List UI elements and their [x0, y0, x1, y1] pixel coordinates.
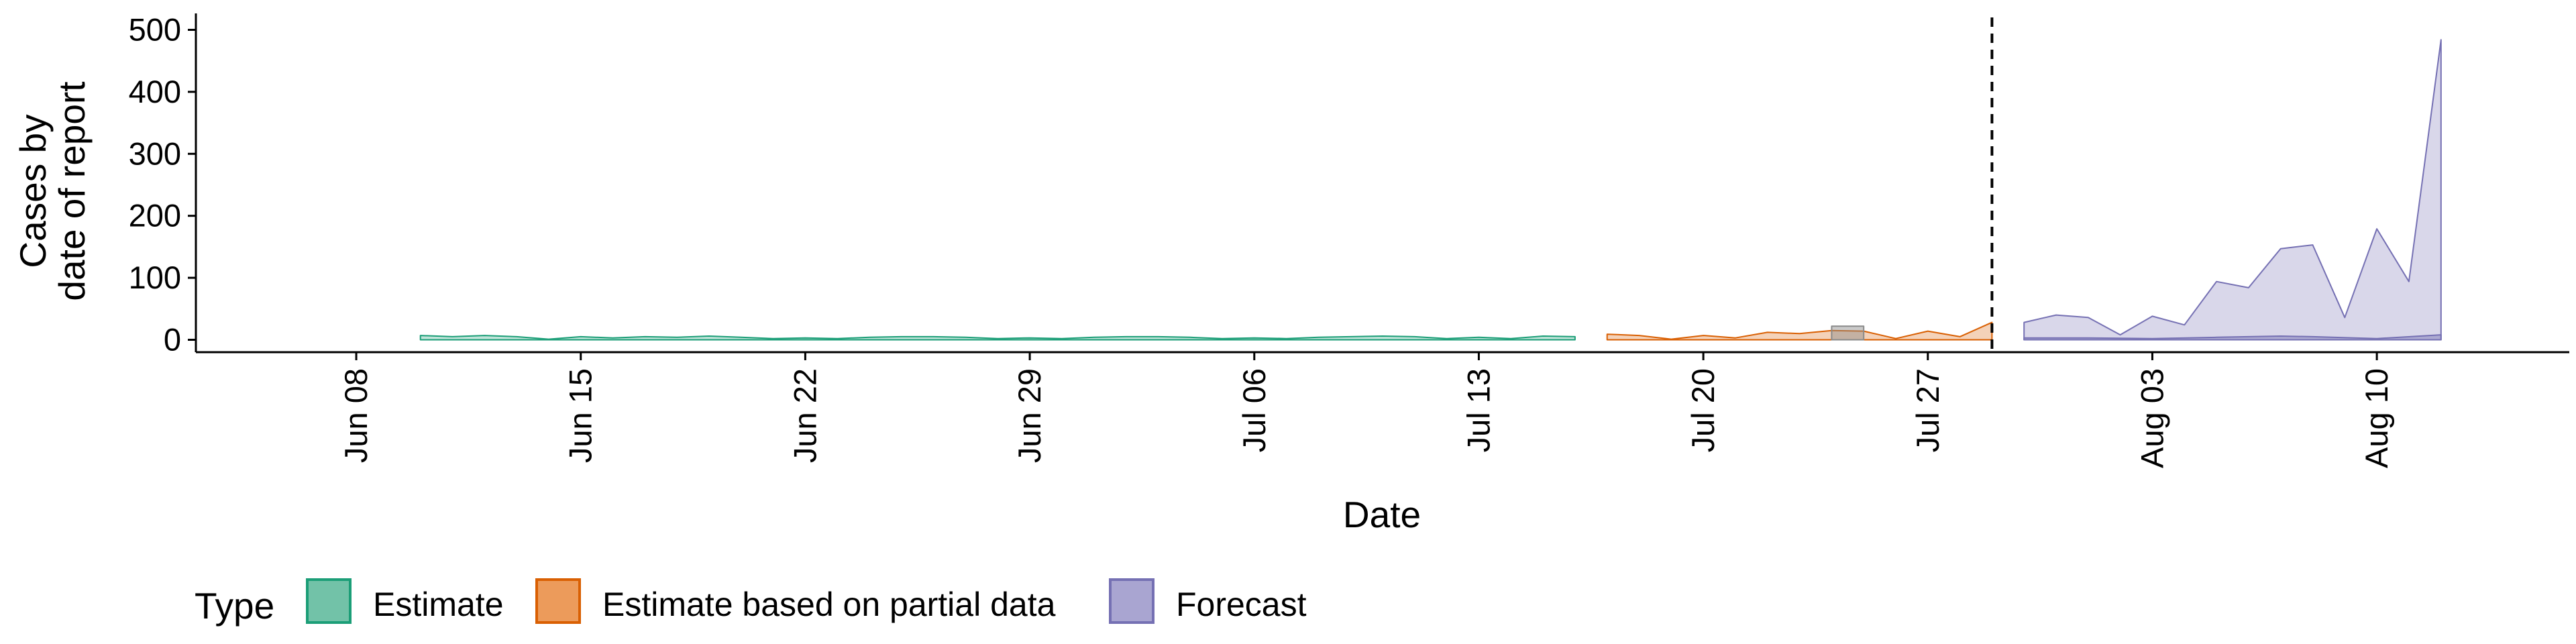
legend-swatch-estimate-based-on-partial-data [535, 578, 581, 624]
x-tick-label: Jun 29 [1012, 368, 1047, 463]
legend-swatch-estimate [306, 578, 352, 624]
y-tick-label: 300 [129, 136, 181, 171]
x-tick-label: Jun 15 [563, 368, 598, 463]
axes: 0 100 200 300 400 500 Jun 08 Jun 15 Jun 22 Jun 29… [129, 11, 2569, 468]
y-tick-label: 0 [164, 322, 181, 358]
ribbon-estimate [419, 335, 1576, 341]
x-tick-label: Aug 10 [2359, 368, 2394, 468]
x-tick-label: Jul 27 [1910, 368, 1945, 452]
legend-swatch-forecast [1109, 578, 1155, 624]
y-axis-title-line1: Cases by [12, 114, 54, 268]
legend-label-estimate-based-on-partial-data: Estimate based on partial data [602, 586, 1056, 623]
legend-label-estimate: Estimate [373, 586, 504, 623]
y-tick-label: 100 [129, 260, 181, 295]
inner-band-estimate-based-on-partial-data [1831, 325, 1865, 341]
x-axis-title: Date [1343, 494, 1421, 535]
legend-label-forecast: Forecast [1176, 586, 1307, 623]
legend-title: Type [195, 585, 274, 627]
y-tick-label: 400 [129, 74, 181, 109]
ribbon-estimate-based-on-partial-data [1606, 321, 1993, 341]
x-tick-label: Jul 06 [1236, 368, 1272, 452]
x-tick-label: Jun 22 [787, 368, 822, 463]
x-tick-label: Jun 08 [338, 368, 374, 463]
inner-band-forecast [2023, 334, 2442, 341]
legend: Type Estimate Estimate based on partial d… [195, 578, 1307, 627]
plot-area [419, 17, 2442, 352]
y-axis-title-line2: date of report [51, 81, 93, 301]
x-tick-label: Jul 20 [1685, 368, 1721, 452]
ribbon-forecast [2023, 39, 2442, 341]
x-tick-label: Jul 13 [1460, 368, 1496, 452]
x-tick-label: Aug 03 [2135, 368, 2170, 468]
y-tick-label: 200 [129, 198, 181, 233]
y-tick-label: 500 [129, 11, 181, 47]
